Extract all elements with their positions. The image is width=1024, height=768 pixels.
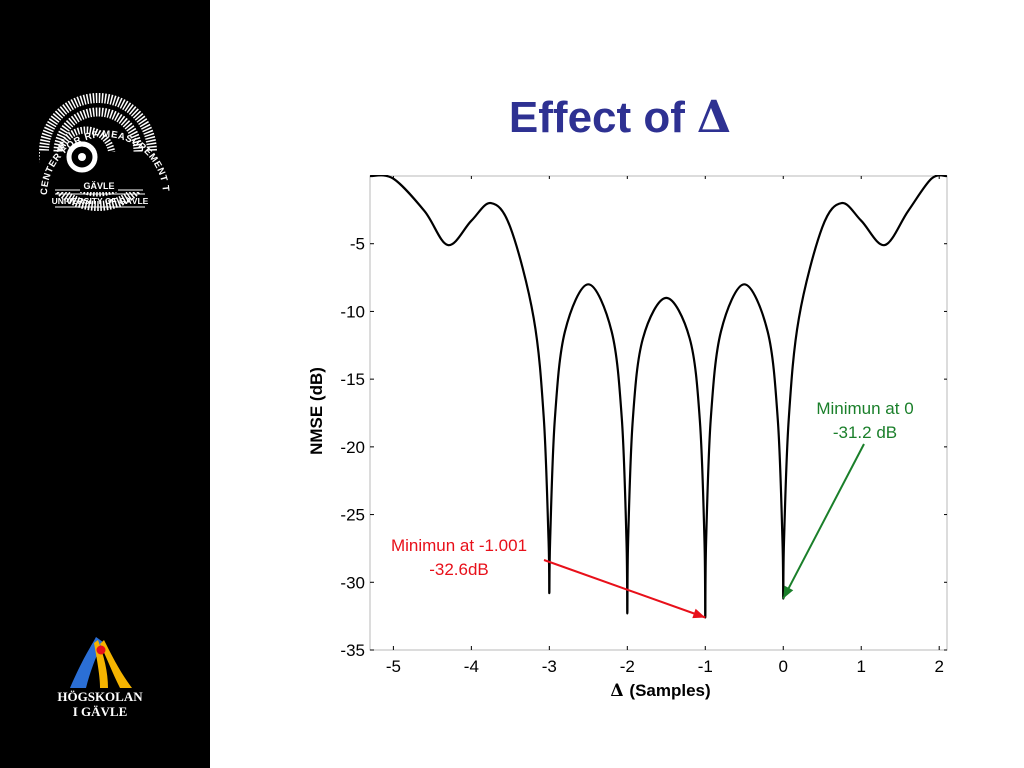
- annotation-green-arrowhead: [783, 585, 794, 599]
- annotation-red-line: Minimun at -1.001: [391, 536, 527, 555]
- x-tick-label: -5: [386, 657, 401, 676]
- plot-frame: [369, 175, 948, 651]
- logo-university-text: UNIVERSITY OF GÄVLE: [52, 196, 149, 206]
- x-axis-label-text: (Samples): [629, 681, 710, 700]
- y-tick-label: -10: [340, 302, 365, 321]
- sidebar: CENTER FOR RF MEASUREMENT TECHNOLOGY GÄV…: [0, 0, 210, 768]
- y-tick-label: -20: [340, 438, 365, 457]
- x-tick-label: -3: [542, 657, 557, 676]
- x-tick-label: 1: [856, 657, 865, 676]
- annotation-red-arrow: [543, 559, 706, 619]
- logo-city-text: GÄVLE: [83, 181, 114, 191]
- slide-title: Effect of Δ: [400, 92, 840, 143]
- y-tick-label: -15: [340, 370, 365, 389]
- university-logos: CENTER FOR RF MEASUREMENT TECHNOLOGY GÄV…: [0, 0, 170, 719]
- x-tick-label: -4: [464, 657, 479, 676]
- annotation-green-line: -31.2 dB: [833, 423, 897, 442]
- y-axis-label: NMSE (dB): [307, 367, 326, 455]
- x-tick-label: -1: [698, 657, 713, 676]
- x-tick-label: 0: [779, 657, 788, 676]
- slide-title-delta: Δ: [696, 92, 732, 143]
- annotation-red-line: -32.6dB: [429, 560, 489, 579]
- x-axis-label: Δ (Samples): [610, 681, 710, 701]
- y-tick-label: -30: [340, 573, 365, 592]
- annotation-red-arrowhead: [692, 608, 706, 619]
- rf-center-logo-icon: [39, 93, 170, 211]
- annotation-green-line: Minimun at 0: [816, 399, 913, 418]
- x-tick-label: -2: [620, 657, 635, 676]
- x-tick-label: 2: [934, 657, 943, 676]
- hogskolan-logo-icon: [70, 637, 132, 688]
- slide-title-text: Effect of: [508, 93, 685, 142]
- hogskolan-line1: HÖGSKOLAN: [57, 689, 143, 704]
- y-tick-label: -25: [340, 506, 365, 525]
- y-tick-label: -5: [350, 235, 365, 254]
- y-tick-label: -35: [340, 641, 365, 660]
- annotation-green-arrow: [782, 443, 865, 600]
- nmse-series-line: [370, 175, 947, 619]
- x-axis-label-delta: Δ: [610, 681, 629, 701]
- hogskolan-line2: I GÄVLE: [73, 704, 128, 719]
